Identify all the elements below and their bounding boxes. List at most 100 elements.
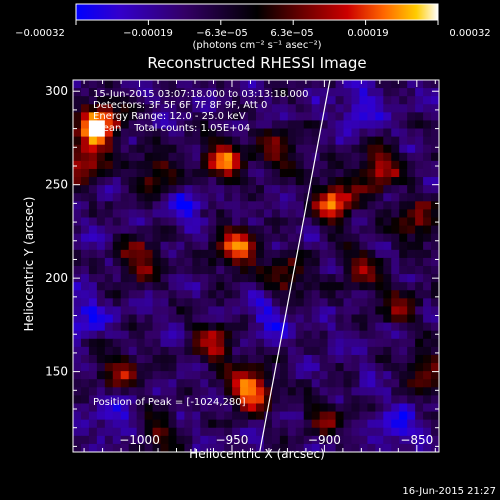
heatmap-cell bbox=[335, 274, 345, 283]
heatmap-cell bbox=[248, 177, 257, 186]
heatmap-cell bbox=[271, 395, 281, 405]
heatmap-cell bbox=[415, 290, 424, 299]
heatmap-cell bbox=[319, 168, 329, 178]
heatmap-cell bbox=[184, 411, 193, 421]
heatmap-cell bbox=[423, 338, 432, 348]
heatmap-cell bbox=[431, 346, 439, 356]
heatmap-cell bbox=[96, 217, 106, 227]
heatmap-cell bbox=[311, 136, 321, 146]
heatmap-cell bbox=[287, 443, 297, 452]
heatmap-cell bbox=[279, 249, 289, 259]
heatmap-cell bbox=[431, 120, 439, 130]
heatmap-cell bbox=[120, 379, 130, 388]
heatmap-cell bbox=[423, 419, 432, 429]
heatmap-cell bbox=[176, 80, 185, 89]
heatmap-cell bbox=[391, 177, 400, 186]
heatmap-cell bbox=[319, 435, 329, 445]
heatmap-cell bbox=[112, 241, 122, 251]
heatmap-cell bbox=[311, 371, 321, 380]
heatmap-cell bbox=[327, 411, 337, 421]
heatmap-cell bbox=[96, 330, 106, 340]
heatmap-cell bbox=[240, 411, 249, 421]
heatmap-cell bbox=[319, 257, 329, 267]
heatmap-cell bbox=[319, 290, 329, 299]
heatmap-cell bbox=[359, 257, 368, 267]
heatmap-cell bbox=[279, 128, 289, 138]
heatmap-cell bbox=[343, 209, 353, 219]
heatmap-cell bbox=[136, 217, 146, 227]
heatmap-cell bbox=[287, 241, 297, 251]
heatmap-cell bbox=[216, 282, 225, 291]
heatmap-cell bbox=[263, 160, 273, 170]
heatmap-cell bbox=[176, 427, 185, 437]
heatmap-cell bbox=[184, 427, 193, 437]
heatmap-cell bbox=[375, 225, 384, 235]
heatmap-cell bbox=[192, 266, 201, 275]
heatmap-cell bbox=[287, 435, 297, 445]
heatmap-cell bbox=[80, 193, 90, 202]
heatmap-cell bbox=[128, 403, 138, 413]
heatmap-cell bbox=[335, 152, 345, 162]
heatmap-cell bbox=[104, 177, 114, 186]
heatmap-cell bbox=[160, 177, 170, 186]
heatmap-cell bbox=[256, 387, 265, 396]
heatmap-cell bbox=[319, 403, 329, 413]
heatmap-cell bbox=[263, 330, 273, 340]
heatmap-cell bbox=[104, 249, 114, 259]
heatmap-cell bbox=[192, 282, 201, 291]
heatmap-cell bbox=[295, 168, 305, 178]
heatmap-cell bbox=[415, 241, 424, 251]
heatmap-cell bbox=[80, 209, 90, 219]
heatmap-cell bbox=[184, 128, 193, 138]
heatmap-cell bbox=[120, 322, 130, 332]
heatmap-cell bbox=[279, 395, 289, 405]
heatmap-cell bbox=[295, 379, 305, 388]
heatmap-cell bbox=[216, 128, 225, 138]
heatmap-cell bbox=[120, 363, 130, 372]
heatmap-cell bbox=[232, 435, 241, 445]
heatmap-cell bbox=[279, 338, 289, 348]
heatmap-cell bbox=[415, 112, 424, 122]
heatmap-cell bbox=[407, 112, 416, 122]
heatmap-cell bbox=[184, 435, 193, 445]
heatmap-cell bbox=[399, 144, 408, 154]
heatmap-cell bbox=[335, 185, 345, 194]
heatmap-cell bbox=[383, 112, 392, 122]
heatmap-cell bbox=[120, 152, 130, 162]
heatmap-cell bbox=[88, 185, 98, 194]
heatmap-cell bbox=[176, 371, 185, 380]
heatmap-cell bbox=[383, 298, 392, 308]
heatmap-cell bbox=[407, 346, 416, 356]
heatmap-cell bbox=[375, 152, 384, 162]
heatmap-cell bbox=[176, 411, 185, 421]
heatmap-cell bbox=[80, 387, 90, 396]
heatmap-cell bbox=[367, 306, 376, 316]
heatmap-cell bbox=[407, 435, 416, 445]
heatmap-cell bbox=[303, 233, 313, 243]
heatmap-cell bbox=[287, 112, 297, 122]
heatmap-cell bbox=[391, 427, 400, 437]
heatmap-cell bbox=[399, 354, 408, 364]
heatmap-cell bbox=[104, 201, 114, 210]
heatmap-cell bbox=[279, 185, 289, 194]
heatmap-cell bbox=[279, 363, 289, 372]
heatmap-cell bbox=[73, 266, 82, 275]
heatmap-cell bbox=[232, 411, 241, 421]
heatmap-cell bbox=[367, 144, 376, 154]
heatmap-cell bbox=[232, 395, 241, 405]
heatmap-cell bbox=[407, 322, 416, 332]
heatmap-cell bbox=[88, 257, 98, 267]
heatmap-cell bbox=[200, 136, 209, 146]
heatmap-cell bbox=[256, 354, 265, 364]
heatmap-cell bbox=[367, 419, 376, 429]
heatmap-cell bbox=[144, 257, 154, 267]
heatmap-cell bbox=[128, 201, 138, 210]
heatmap-cell bbox=[256, 80, 265, 89]
heatmap-cell bbox=[263, 298, 273, 308]
heatmap-cell bbox=[120, 201, 130, 210]
colorbar-unit-label: (photons cm⁻² s⁻¹ asec⁻²) bbox=[192, 40, 321, 51]
heatmap-cell bbox=[431, 298, 439, 308]
heatmap-cell bbox=[319, 346, 329, 356]
heatmap-cell bbox=[391, 443, 400, 452]
heatmap-cell bbox=[216, 290, 225, 299]
